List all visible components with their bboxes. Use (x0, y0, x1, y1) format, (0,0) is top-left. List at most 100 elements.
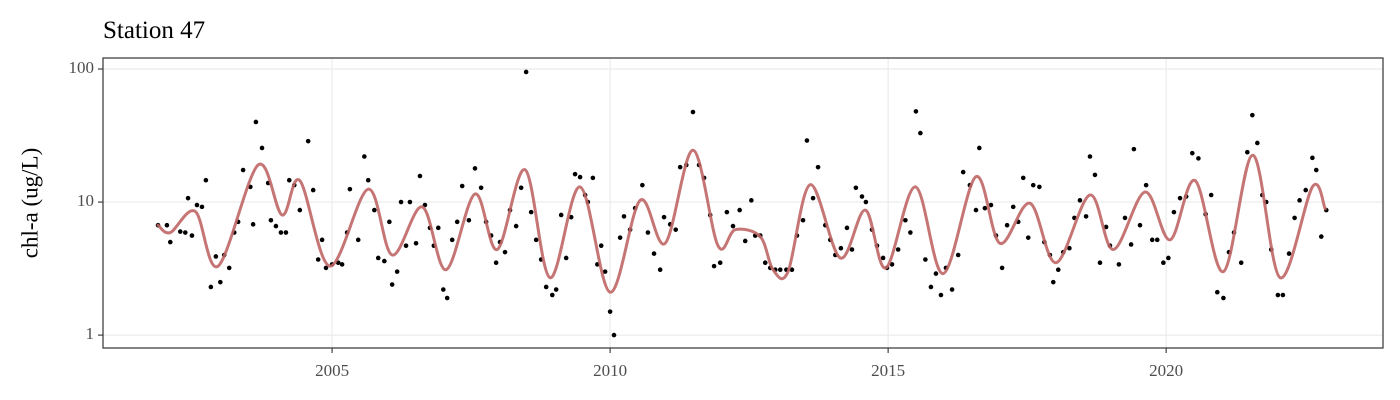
point (838, 245, 844, 251)
point (849, 247, 855, 252)
point (1280, 292, 1286, 298)
grid (103, 58, 1383, 348)
point (607, 309, 613, 314)
point (711, 263, 717, 269)
chart-title: Station 47 (103, 17, 205, 44)
point (598, 243, 604, 248)
point (444, 295, 450, 301)
point (673, 227, 679, 232)
point (1092, 172, 1098, 178)
point (323, 265, 329, 271)
y-axis-label: chl-a (ug/L) (17, 148, 42, 258)
point (226, 265, 232, 271)
point (1128, 242, 1134, 247)
point (1250, 112, 1255, 118)
point (417, 173, 423, 179)
point (283, 230, 289, 235)
point (493, 260, 499, 266)
point (1004, 222, 1010, 228)
point (398, 199, 404, 205)
point (177, 229, 183, 234)
point (677, 164, 683, 170)
point (657, 267, 663, 273)
point (1310, 155, 1315, 161)
marks (155, 69, 1329, 338)
point (621, 214, 627, 219)
point (1067, 245, 1072, 251)
point (1037, 184, 1042, 190)
point (189, 233, 195, 238)
point (1215, 289, 1220, 295)
point (973, 207, 979, 213)
point (617, 235, 623, 240)
point (394, 269, 400, 274)
point (440, 287, 446, 292)
x-tick-label: 2020 (1149, 361, 1183, 380)
point (1116, 262, 1122, 267)
point (286, 177, 292, 183)
point (435, 225, 441, 231)
point (268, 217, 274, 223)
point (553, 287, 559, 292)
point (1245, 149, 1250, 155)
point (528, 209, 534, 215)
point (913, 109, 919, 114)
point (533, 237, 539, 243)
x-tick-label: 2010 (593, 361, 627, 380)
point (880, 255, 886, 261)
point (518, 185, 524, 191)
point (502, 249, 508, 255)
point (466, 217, 472, 223)
point (372, 207, 377, 213)
point (1143, 182, 1149, 188)
point (1189, 150, 1195, 156)
point (319, 237, 325, 243)
point (199, 204, 205, 210)
point (853, 185, 859, 191)
point (472, 166, 478, 171)
point (1020, 175, 1026, 181)
point (1025, 235, 1031, 240)
point (1208, 192, 1214, 198)
point (859, 194, 865, 199)
point (762, 260, 768, 266)
point (1083, 214, 1089, 219)
point (339, 262, 345, 267)
point (918, 130, 923, 136)
point (749, 198, 754, 203)
point (724, 209, 730, 215)
point (164, 222, 170, 228)
point (611, 332, 617, 338)
point (651, 251, 657, 256)
point (1292, 215, 1297, 221)
point (908, 230, 913, 235)
point (844, 225, 850, 231)
point (1303, 187, 1309, 193)
point (365, 177, 371, 183)
point (208, 284, 214, 290)
point (1286, 251, 1292, 256)
point (717, 260, 723, 266)
point (375, 255, 381, 261)
point (297, 207, 303, 213)
point (478, 185, 484, 191)
point (543, 284, 549, 290)
point (960, 169, 966, 175)
x-tick-label: 2015 (871, 361, 905, 380)
point (810, 195, 816, 201)
point (218, 279, 223, 285)
point (185, 195, 191, 201)
y-tick-label: 100 (69, 58, 95, 77)
point (568, 214, 574, 220)
point (777, 267, 783, 273)
point (1087, 154, 1093, 159)
point (253, 119, 259, 125)
point (1097, 260, 1103, 266)
point (577, 174, 583, 180)
point (923, 257, 928, 262)
point (403, 243, 409, 248)
point (999, 265, 1005, 271)
point (194, 202, 200, 208)
point (1050, 279, 1056, 285)
